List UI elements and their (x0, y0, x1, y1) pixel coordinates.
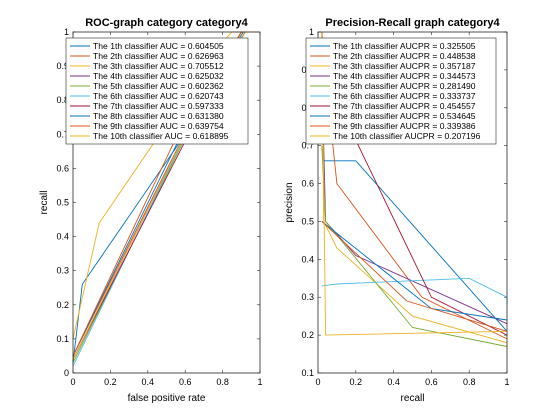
roc-legend-entry: The 1th classifier AUC = 0.604505 (93, 41, 224, 51)
pr-legend-entry: The 2th classifier AUCPR = 0.448538 (333, 51, 476, 61)
pr-legend-entry: The 9th classifier AUCPR = 0.339386 (333, 121, 476, 131)
pr-x-tick-label: 1 (504, 377, 509, 387)
roc-y-tick-label: 0.5 (56, 198, 69, 208)
pr-legend-entry: The 5th classifier AUCPR = 0.281490 (333, 81, 476, 91)
pr-legend-entry: The 8th classifier AUCPR = 0.534645 (333, 111, 476, 121)
pr-x-tick-label: 0 (315, 377, 320, 387)
roc-legend-entry: The 3th classifier AUC = 0.705512 (93, 61, 224, 71)
pr-axes-frame (317, 31, 508, 374)
pr-series-line-4 (321, 69, 508, 325)
pr-legend-entry: The 7th classifier AUCPR = 0.454557 (333, 101, 476, 111)
pr-legend-box (305, 37, 497, 145)
pr-chart-title: Precision-Recall graph category4 (325, 17, 500, 29)
pr-y-tick-label: 0.3 (301, 292, 314, 302)
pr-legend-entry: The 3th classifier AUCPR = 0.357187 (333, 61, 476, 71)
roc-legend-entry: The 4th classifier AUC = 0.625032 (93, 71, 224, 81)
pr-y-tick-label: 0.5 (301, 216, 314, 226)
roc-y-tick-label: 0.2 (56, 300, 69, 310)
pr-y-tick-label: 0.7 (301, 141, 314, 151)
roc-y-tick-label: 0.6 (56, 163, 69, 173)
pr-series-line-9 (321, 221, 508, 332)
roc-x-tick-label: 0.8 (216, 377, 229, 387)
pr-chart: Precision-Recall graph category4 recall … (284, 17, 510, 404)
pr-x-axis-label: recall (401, 393, 425, 404)
roc-legend-entry: The 7th classifier AUC = 0.597333 (93, 101, 224, 111)
roc-y-tick-label: 0.7 (56, 129, 69, 139)
roc-legend-entry: The 2th classifier AUC = 0.626963 (93, 51, 224, 61)
roc-legend-entry: The 10th classifier AUC = 0.618895 (93, 131, 229, 141)
roc-legend-entry: The 8th classifier AUC = 0.631380 (93, 111, 224, 121)
pr-y-tick-label: 0.6 (301, 179, 314, 189)
roc-legend-entry: The 5th classifier AUC = 0.602362 (93, 81, 224, 91)
roc-x-tick-label: 0 (70, 377, 75, 387)
pr-legend-entry: The 10th classifier AUCPR = 0.207196 (333, 131, 481, 141)
pr-legend-entry: The 1th classifier AUCPR = 0.325505 (333, 41, 476, 51)
roc-y-tick-label: 1 (64, 27, 69, 37)
roc-legend-entry: The 9th classifier AUC = 0.639754 (93, 121, 224, 131)
pr-y-tick-label: 0.2 (301, 330, 314, 340)
roc-y-tick-label: 0.3 (56, 266, 69, 276)
roc-x-tick-label: 1 (257, 377, 262, 387)
roc-legend-box (65, 37, 249, 145)
roc-y-tick-label: 0.4 (56, 232, 69, 242)
pr-x-tick-label: 0.2 (350, 377, 363, 387)
roc-x-tick-label: 0.6 (179, 377, 192, 387)
roc-y-tick-label: 0.9 (56, 61, 69, 71)
roc-chart-title: ROC-graph category category4 (85, 17, 248, 29)
pr-y-tick-label: 0.4 (301, 254, 314, 264)
pr-y-tick-label: 1 (309, 27, 314, 37)
roc-x-axis-label: false positive rate (128, 393, 206, 404)
roc-legend-entry: The 6th classifier AUC = 0.620743 (93, 91, 224, 101)
pr-x-tick-label: 0.4 (387, 377, 400, 387)
pr-y-axis-label: precision (284, 182, 295, 222)
roc-chart: ROC-graph category category4 false posit… (39, 17, 263, 404)
roc-y-tick-label: 0.8 (56, 95, 69, 105)
pr-legend-entry: The 6th classifier AUCPR = 0.333737 (333, 91, 476, 101)
roc-y-tick-label: 0 (64, 368, 69, 378)
roc-y-axis-label: recall (39, 191, 50, 215)
pr-x-tick-label: 0.6 (425, 377, 438, 387)
pr-legend-entry: The 4th classifier AUCPR = 0.344573 (333, 71, 476, 81)
pr-y-tick-label: 0.1 (301, 368, 314, 378)
roc-x-tick-label: 0.4 (142, 377, 155, 387)
roc-y-tick-label: 0.1 (56, 334, 69, 344)
roc-x-tick-label: 0.2 (104, 377, 117, 387)
pr-x-tick-label: 0.8 (463, 377, 476, 387)
roc-axes-frame (72, 31, 261, 374)
